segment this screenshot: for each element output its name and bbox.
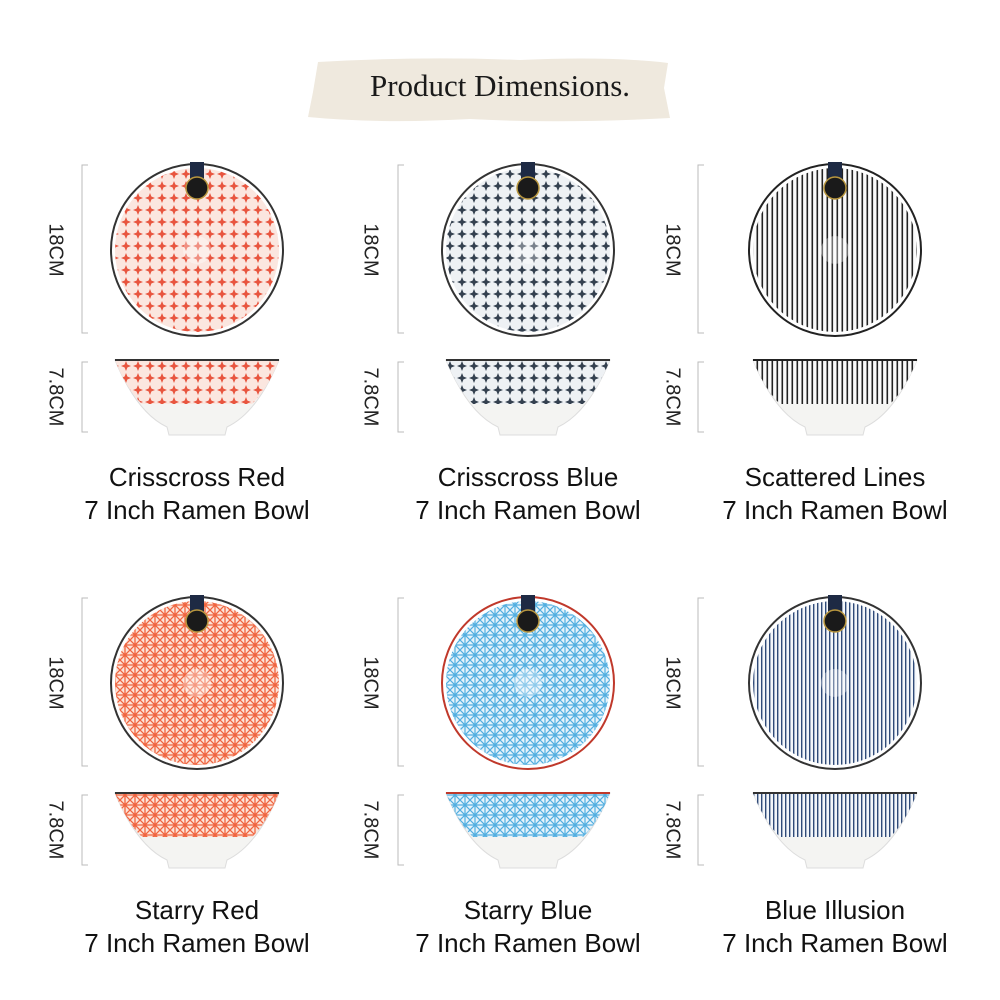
product-name: Starry Blue [464, 895, 593, 925]
bowl-side-pattern [753, 793, 917, 837]
bowl-top [446, 601, 610, 765]
bowl-side-pattern [446, 793, 610, 837]
product-subtitle: 7 Inch Ramen Bowl [415, 928, 640, 958]
depth-label: 7.8CM [662, 368, 684, 427]
product-subtitle: 7 Inch Ramen Bowl [722, 495, 947, 525]
bowl-side-pattern [446, 360, 610, 404]
logo [516, 609, 540, 633]
bowl-center [183, 669, 211, 697]
title-banner [308, 58, 670, 122]
height-label: 18CM [45, 223, 67, 276]
height-label: 18CM [360, 223, 382, 276]
logo [823, 609, 847, 633]
depth-label: 7.8CM [360, 368, 382, 427]
bowl-center [514, 236, 542, 264]
height-bracket [81, 164, 88, 334]
height-bracket [81, 597, 88, 767]
logo [185, 176, 209, 200]
depth-label: 7.8CM [360, 801, 382, 860]
bowl-top [115, 601, 279, 765]
bowl-center [821, 669, 849, 697]
depth-label: 7.8CM [45, 801, 67, 860]
bowl-side-pattern [753, 360, 917, 404]
logo [185, 609, 209, 633]
depth-bracket [81, 794, 88, 866]
bowl-top [753, 601, 917, 765]
bowl-side-pattern [115, 360, 279, 404]
product-subtitle: 7 Inch Ramen Bowl [84, 928, 309, 958]
height-bracket [697, 597, 704, 767]
depth-label: 7.8CM [662, 801, 684, 860]
product-name: Crisscross Blue [438, 462, 619, 492]
product-name: Scattered Lines [745, 462, 926, 492]
depth-bracket [397, 794, 404, 866]
logo [823, 176, 847, 200]
depth-bracket [81, 361, 88, 433]
product-subtitle: 7 Inch Ramen Bowl [722, 928, 947, 958]
title: Product Dimensions. [370, 68, 630, 103]
depth-label: 7.8CM [45, 368, 67, 427]
product-subtitle: 7 Inch Ramen Bowl [84, 495, 309, 525]
product-name: Crisscross Red [109, 462, 285, 492]
height-bracket [397, 164, 404, 334]
depth-bracket [697, 361, 704, 433]
depth-bracket [397, 361, 404, 433]
bowl-center [514, 669, 542, 697]
product-subtitle: 7 Inch Ramen Bowl [415, 495, 640, 525]
logo [516, 176, 540, 200]
product-name: Starry Red [135, 895, 259, 925]
height-label: 18CM [45, 656, 67, 709]
bowl-top [753, 168, 917, 332]
height-bracket [697, 164, 704, 334]
bowl-side-pattern [115, 793, 279, 837]
bowl-center [183, 236, 211, 264]
bowl-center [821, 236, 849, 264]
height-label: 18CM [662, 656, 684, 709]
depth-bracket [697, 794, 704, 866]
product-name: Blue Illusion [765, 895, 905, 925]
height-label: 18CM [662, 223, 684, 276]
bowl-top [115, 168, 279, 332]
bowl-top [446, 168, 610, 332]
height-bracket [397, 597, 404, 767]
height-label: 18CM [360, 656, 382, 709]
